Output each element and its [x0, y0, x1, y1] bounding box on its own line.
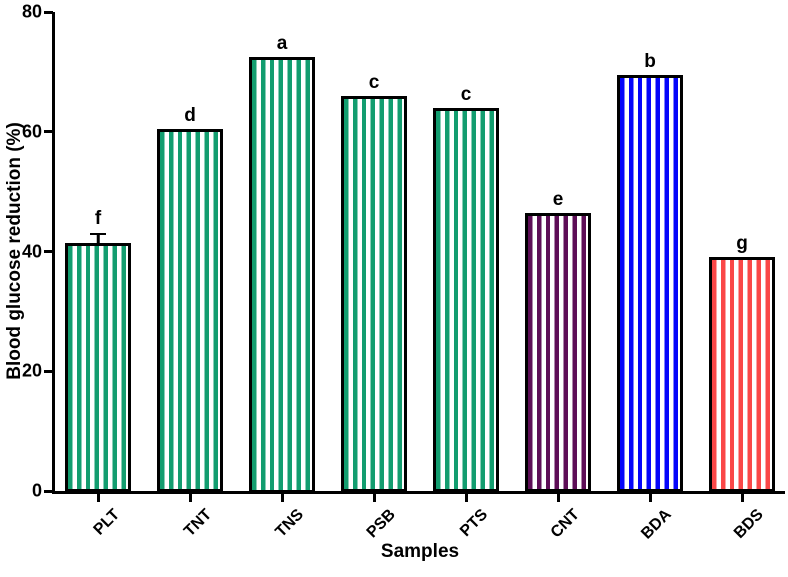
- y-tick-mark-80: [44, 10, 53, 14]
- y-tick-label-20: 20: [21, 360, 42, 381]
- x-tick-label-TNT: TNT: [181, 506, 216, 541]
- x-tick-mark-CNT: [556, 494, 560, 502]
- x-tick-mark-TNT: [188, 494, 192, 502]
- x-tick-mark-PSB: [372, 494, 376, 502]
- x-tick-label-PTS: PTS: [456, 506, 492, 541]
- y-tick-mark-60: [44, 130, 53, 134]
- x-tick-label-BDS: BDS: [731, 506, 768, 542]
- x-tick-mark-TNS: [280, 494, 284, 502]
- significance-letter-PLT: f: [94, 208, 102, 230]
- x-axis-title: Samples: [380, 541, 460, 562]
- x-tick-label-TNS: TNS: [272, 506, 308, 541]
- x-tick-label-CNT: CNT: [547, 506, 584, 542]
- error-bar-cap-PLT: [90, 232, 106, 236]
- bar-PLT: [65, 242, 131, 493]
- bar-PTS: [433, 107, 499, 493]
- significance-letter-PTS: c: [460, 83, 472, 105]
- significance-letter-BDA: b: [644, 50, 656, 72]
- y-tick-label-40: 40: [21, 241, 42, 261]
- y-tick-label-60: 60: [21, 121, 42, 142]
- significance-letter-BDS: g: [736, 233, 748, 255]
- x-tick-label-PLT: PLT: [90, 506, 124, 539]
- y-tick-label-80: 80: [21, 1, 42, 22]
- x-tick-mark-PLT: [96, 494, 100, 502]
- significance-letter-TNS: a: [276, 32, 288, 54]
- y-tick-label-0: 0: [31, 480, 42, 501]
- x-axis-line: [52, 491, 785, 494]
- bar-BDA: [617, 74, 683, 493]
- bar-TNT: [157, 128, 223, 493]
- significance-letter-TNT: d: [184, 104, 196, 126]
- significance-letter-PSB: c: [368, 71, 380, 93]
- bar-BDS: [709, 257, 775, 493]
- y-tick-mark-0: [44, 489, 53, 493]
- y-axis-line: [52, 12, 55, 494]
- x-tick-label-BDA: BDA: [638, 506, 676, 543]
- x-tick-mark-BDS: [740, 494, 744, 502]
- error-bar-stem-PLT: [96, 235, 100, 245]
- bar-TNS: [249, 56, 315, 493]
- x-tick-mark-PTS: [464, 494, 468, 502]
- significance-letter-CNT: e: [552, 188, 564, 210]
- y-tick-mark-20: [44, 369, 53, 373]
- bar-CNT: [525, 212, 591, 493]
- x-tick-label-PSB: PSB: [363, 506, 400, 542]
- y-tick-mark-40: [44, 250, 53, 253]
- x-tick-mark-BDA: [648, 494, 652, 502]
- bar-PSB: [341, 95, 407, 493]
